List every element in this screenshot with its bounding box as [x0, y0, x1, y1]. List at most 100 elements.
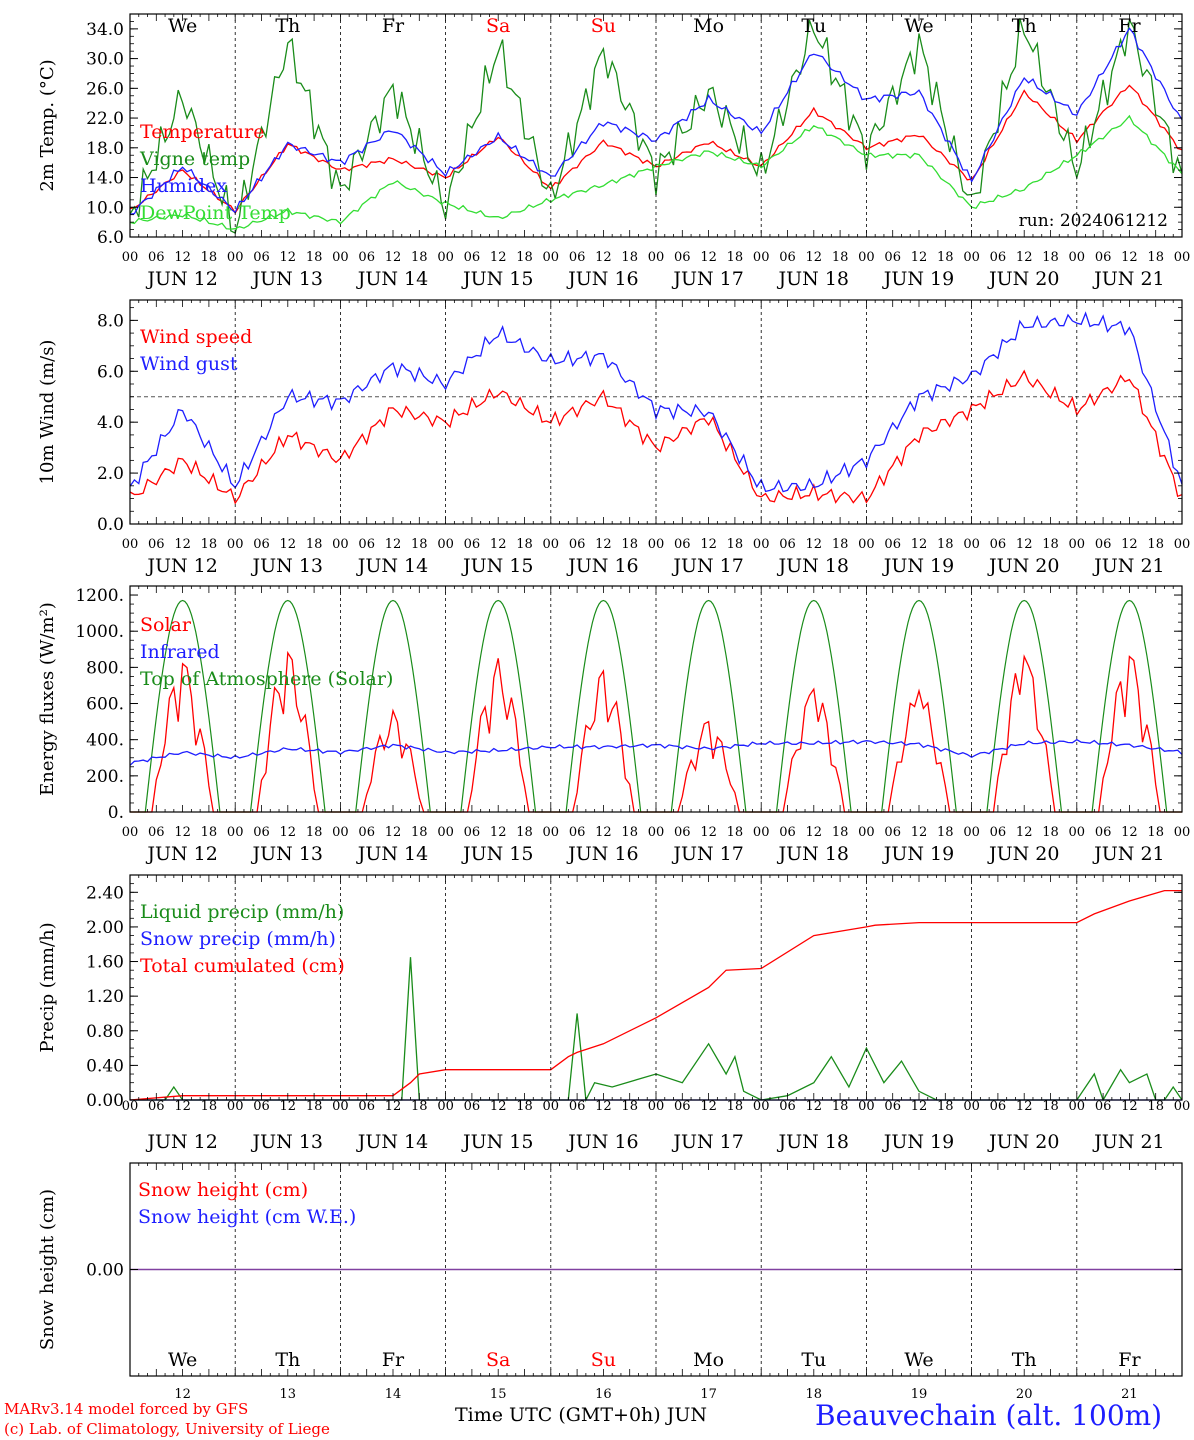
day-number-label: 16	[595, 1387, 612, 1402]
day-number-label: 19	[911, 1387, 928, 1402]
y-tick-label: 600.	[86, 695, 124, 715]
x-hour-label: 00	[858, 1099, 875, 1114]
x-date-label: JUN 14	[356, 555, 428, 577]
x-date-label: JUN 21	[1092, 1131, 1164, 1153]
run-label: run: 2024061212	[1019, 211, 1168, 231]
x-hour-label: 00	[858, 825, 875, 840]
x-hour-label: 18	[411, 250, 428, 265]
x-hour-label: 12	[1016, 250, 1033, 265]
x-hour-label: 18	[727, 825, 744, 840]
y-tick-label: 0.00	[86, 1261, 124, 1281]
y-tick-label: 14.0	[86, 169, 124, 189]
x-date-label: JUN 12	[145, 555, 217, 577]
x-hour-label: 18	[621, 537, 638, 552]
x-hour-label: 18	[1147, 825, 1164, 840]
x-hour-label: 06	[779, 250, 796, 265]
weekday-label: Su	[591, 15, 616, 37]
x-hour-label: 12	[911, 825, 928, 840]
x-hour-label: 06	[990, 825, 1007, 840]
x-hour-label: 18	[621, 250, 638, 265]
x-hour-label: 18	[1042, 825, 1059, 840]
x-date-label: JUN 13	[251, 268, 323, 290]
y-tick-label: 30.0	[86, 50, 124, 70]
x-hour-label: 00	[1174, 250, 1191, 265]
day-number-label: 21	[1121, 1387, 1138, 1402]
x-hour-label: 06	[990, 1099, 1007, 1114]
x-hour-label: 18	[727, 250, 744, 265]
x-hour-label: 06	[253, 825, 270, 840]
y-axis-label: 10m Wind (m/s)	[37, 340, 58, 485]
x-hour-label: 12	[174, 537, 191, 552]
x-hour-label: 00	[543, 1099, 560, 1114]
x-date-label: JUN 16	[566, 843, 638, 865]
x-hour-label: 06	[358, 825, 375, 840]
x-hour-label: 00	[437, 1099, 454, 1114]
x-hour-label: 00	[753, 1099, 770, 1114]
x-hour-label: 00	[543, 825, 560, 840]
weekday-label: Fr	[1118, 1349, 1141, 1371]
day-number-label: 15	[490, 1387, 507, 1402]
x-hour-label: 12	[490, 825, 507, 840]
x-hour-label: 06	[884, 250, 901, 265]
x-hour-label: 00	[753, 537, 770, 552]
x-hour-label: 12	[911, 250, 928, 265]
weekday-label: Tu	[801, 1349, 826, 1371]
weekday-label: Fr	[382, 15, 405, 37]
legend-entry: Snow precip (mm/h)	[140, 928, 336, 950]
x-hour-label: 00	[648, 250, 665, 265]
x-hour-label: 00	[332, 1099, 349, 1114]
legend-entry: Infrared	[140, 641, 220, 663]
y-tick-label: 8.0	[97, 311, 124, 331]
x-hour-label: 00	[1069, 1099, 1086, 1114]
x-date-label: JUN 17	[671, 555, 743, 577]
y-axis-label: Energy fluxes (W/m²)	[37, 602, 58, 796]
x-hour-label: 18	[201, 537, 218, 552]
x-hour-label: 12	[700, 1099, 717, 1114]
x-hour-label: 18	[937, 825, 954, 840]
x-date-label: JUN 18	[777, 843, 849, 865]
x-hour-label: 18	[201, 250, 218, 265]
x-date-label: JUN 15	[461, 843, 533, 865]
x-hour-label: 18	[516, 537, 533, 552]
weekday-label: Mo	[693, 15, 724, 37]
x-date-label: JUN 12	[145, 1131, 217, 1153]
x-hour-label: 06	[884, 537, 901, 552]
x-hour-label: 00	[227, 250, 244, 265]
x-hour-label: 06	[1095, 825, 1112, 840]
x-hour-label: 12	[280, 537, 297, 552]
x-hour-label: 18	[937, 1099, 954, 1114]
x-hour-label: 12	[280, 250, 297, 265]
x-date-label: JUN 17	[671, 268, 743, 290]
panel-4	[129, 1162, 1183, 1377]
x-hour-label: 18	[1147, 1099, 1164, 1114]
x-hour-label: 06	[148, 825, 165, 840]
x-hour-label: 00	[1069, 537, 1086, 552]
x-date-label: JUN 20	[987, 268, 1059, 290]
legend-entry: Wind gust	[140, 353, 238, 375]
x-hour-label: 18	[411, 1099, 428, 1114]
x-hour-label: 00	[963, 250, 980, 265]
x-date-label: JUN 18	[777, 268, 849, 290]
x-date-label: JUN 12	[145, 268, 217, 290]
legend-entry: Liquid precip (mm/h)	[140, 901, 344, 923]
x-hour-label: 18	[306, 250, 323, 265]
x-hour-label: 00	[543, 537, 560, 552]
day-number-label: 13	[280, 1387, 297, 1402]
x-hour-label: 00	[332, 537, 349, 552]
x-hour-label: 06	[1095, 250, 1112, 265]
y-tick-label: 4.0	[97, 413, 124, 433]
x-date-label: JUN 14	[356, 843, 428, 865]
y-tick-label: 0.0	[97, 515, 124, 535]
legend-entry: Snow height (cm)	[138, 1179, 308, 1201]
x-hour-label: 12	[174, 250, 191, 265]
x-hour-label: 06	[569, 825, 586, 840]
x-date-label: JUN 21	[1092, 843, 1164, 865]
x-hour-label: 06	[779, 537, 796, 552]
y-tick-label: 26.0	[86, 79, 124, 99]
x-hour-label: 06	[569, 1099, 586, 1114]
x-hour-label: 12	[806, 537, 823, 552]
x-hour-label: 00	[437, 537, 454, 552]
x-date-label: JUN 17	[671, 1131, 743, 1153]
x-hour-label: 06	[148, 1099, 165, 1114]
x-date-label: JUN 19	[882, 555, 954, 577]
